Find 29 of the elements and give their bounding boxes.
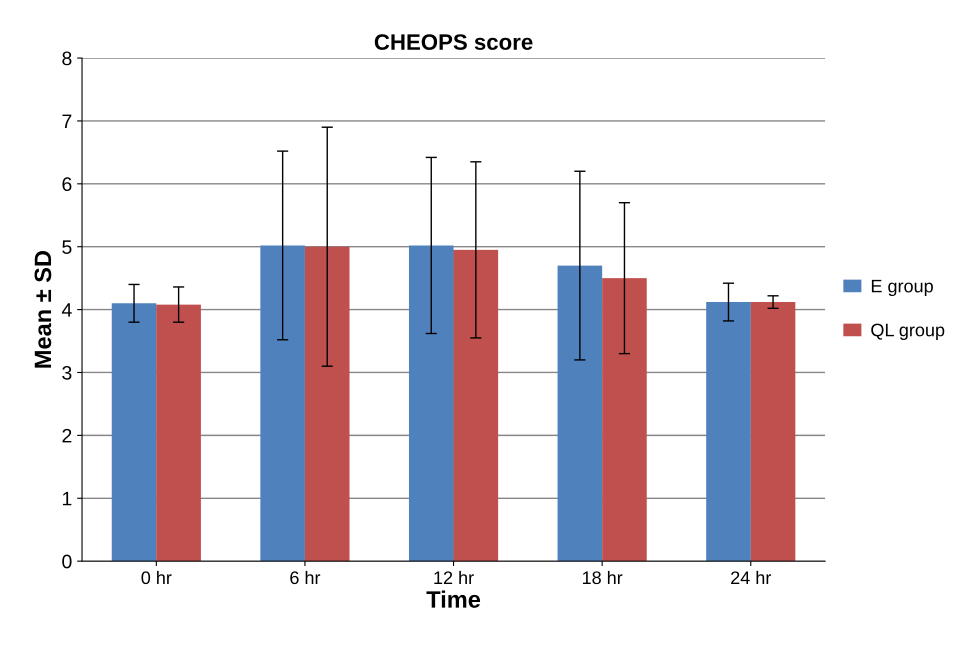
bar [750,302,796,562]
x-tick-label: 18 hr [582,570,622,584]
y-tick-label: 0 [62,554,72,568]
x-tick-label: 12 hr [434,570,474,584]
bar [454,250,498,562]
y-tick-label: 8 [62,52,72,66]
y-tick-label: 3 [62,366,72,380]
y-axis-title: Mean ± SD [34,250,52,368]
y-tick-label: 1 [62,492,72,506]
chart-title: CHEOPS score [374,34,532,50]
bar [304,246,350,562]
y-tick-label: 2 [62,428,72,442]
y-tick-label: 4 [62,303,72,317]
y-tick-label: 5 [62,240,72,254]
y-tick-label: 6 [62,177,72,192]
bar [558,266,602,562]
x-axis-title: Time [426,590,480,608]
y-tick-label: 7 [62,114,72,128]
bar [408,245,454,562]
bar [602,278,647,562]
legend-label: QL group [871,324,944,340]
bar [706,302,751,562]
bar [112,303,156,562]
bar [260,245,305,562]
x-tick-label: 24 hr [731,570,772,584]
x-tick-label: 0 hr [141,570,172,584]
legend-label: E group [872,280,933,296]
x-tick-label: 6 hr [290,570,320,584]
bar [156,304,201,562]
